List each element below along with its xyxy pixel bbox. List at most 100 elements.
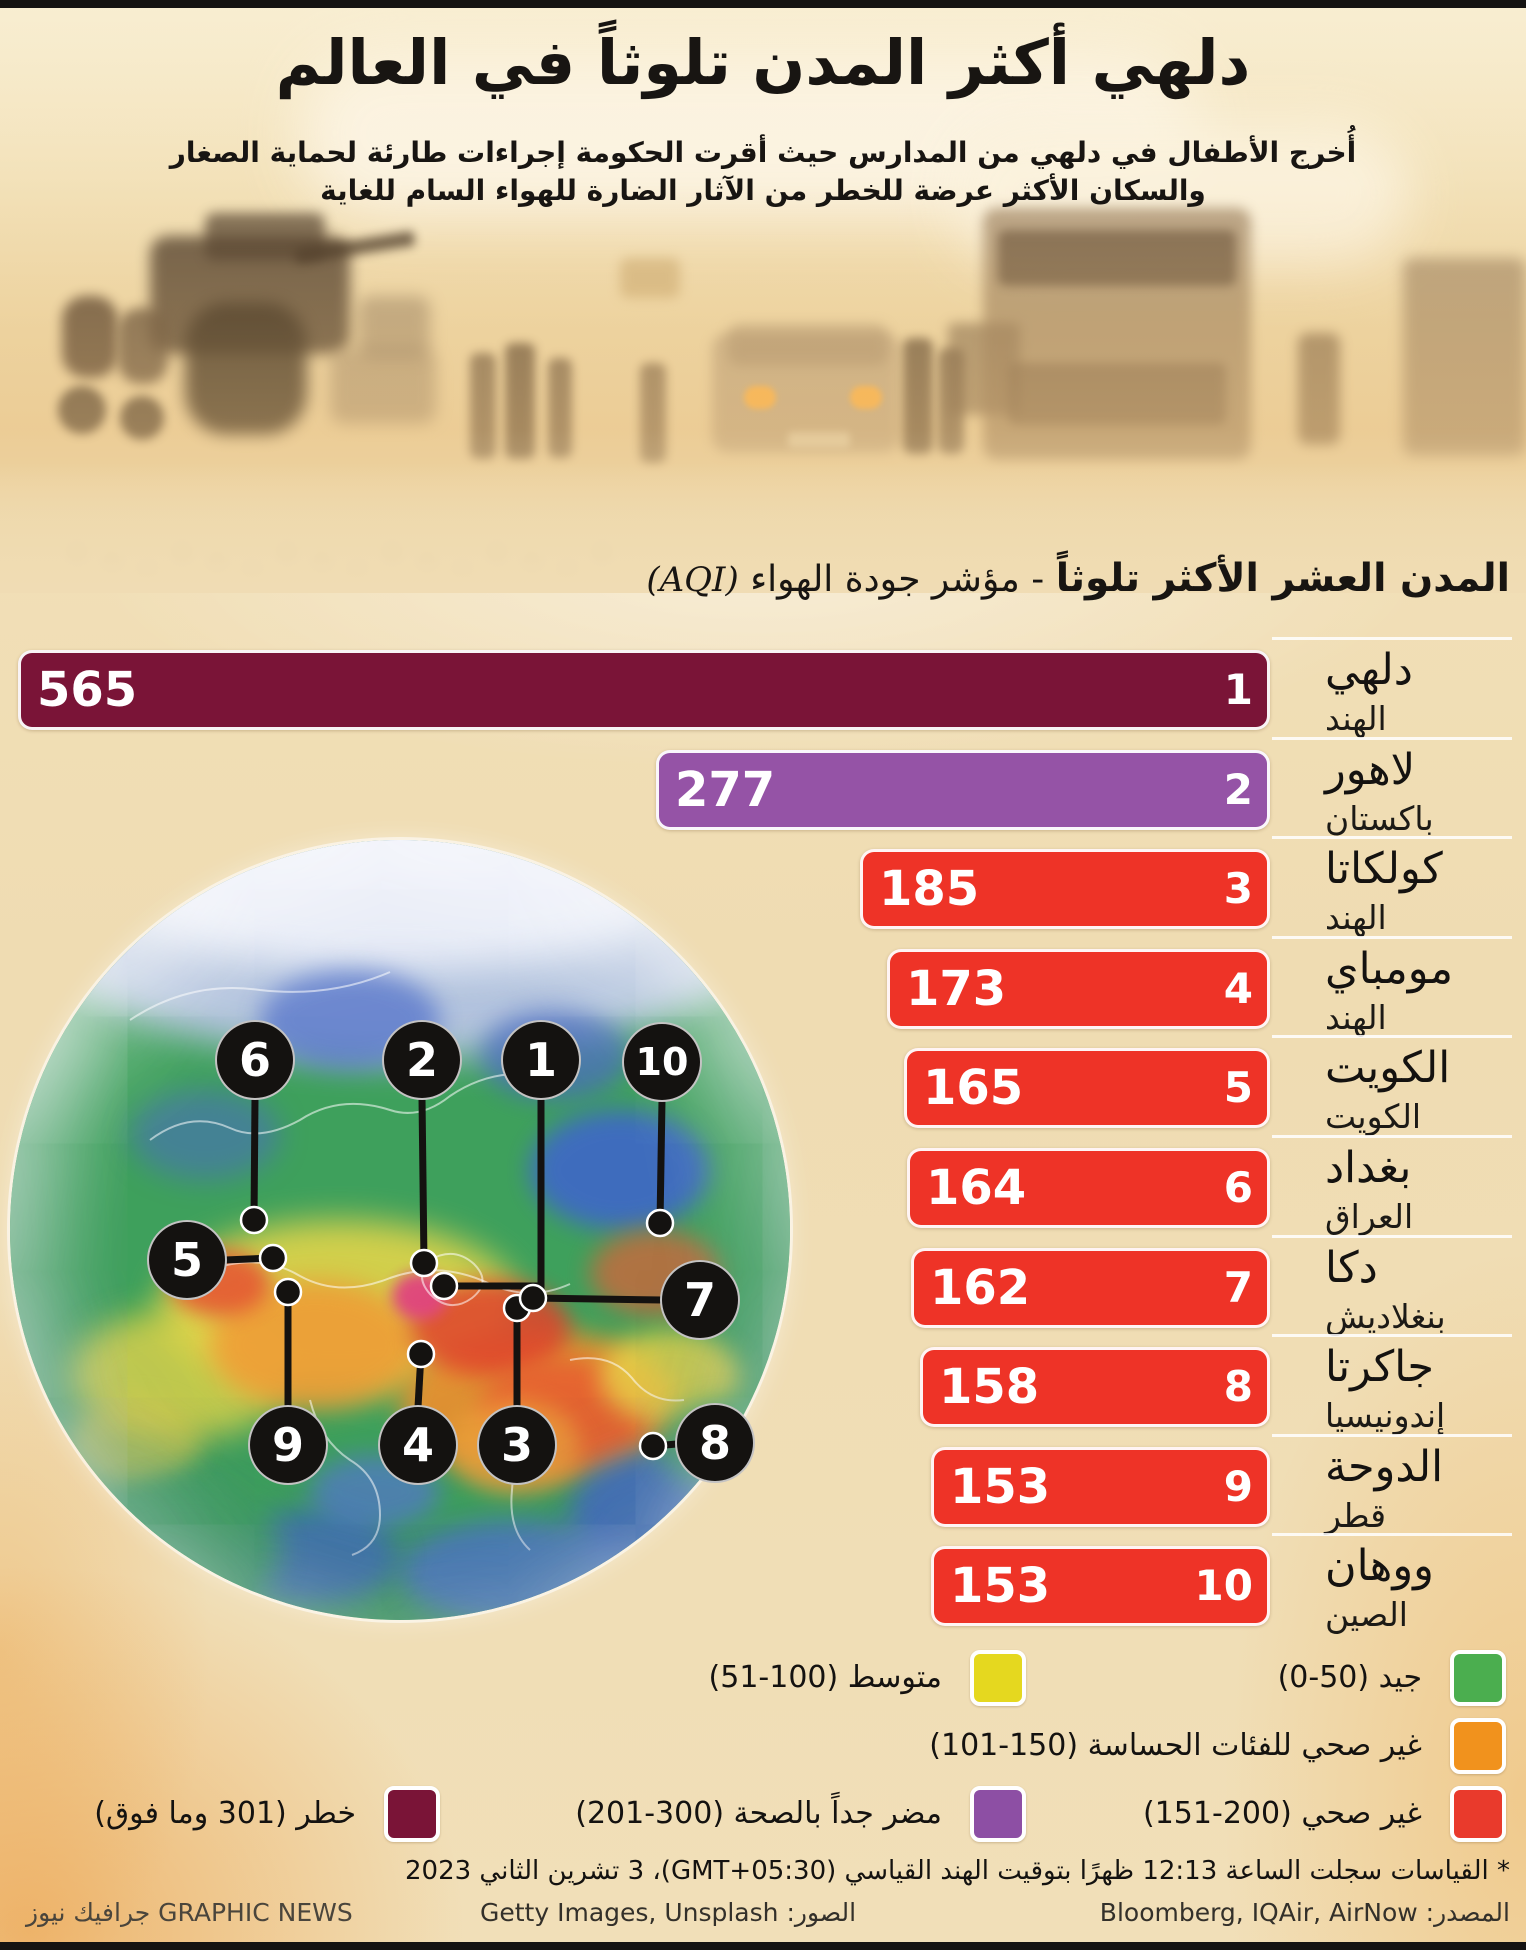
legend-label: غير صحي للفئات الحساسة (150-101): [929, 1728, 1422, 1763]
country-name: قطر: [1325, 1495, 1387, 1535]
row-label: الكويت الكويت: [1325, 1042, 1525, 1140]
country-name: الكويت: [1325, 1097, 1422, 1137]
row-separator: [1272, 1334, 1512, 1338]
country-name: العراق: [1325, 1197, 1414, 1236]
bar-rank: 7: [1223, 1262, 1253, 1312]
globe-shading: [10, 840, 790, 1620]
top-border-band: [0, 0, 1526, 8]
city-name: مومباي: [1325, 943, 1454, 994]
row-label: جاكرتا إندونيسيا: [1325, 1341, 1525, 1439]
legend-swatch: [970, 1650, 1026, 1706]
rank-marker: 1: [501, 1020, 581, 1100]
subtitle-line-1: أُخرج الأطفال في دلهي من المدارس حيث أقر…: [169, 136, 1357, 169]
row-label: ووهان الصين: [1325, 1540, 1525, 1638]
aqi-bar: 153 9: [931, 1446, 1270, 1527]
legend-label: جيد (50-0): [1277, 1660, 1422, 1695]
bar-rank: 10: [1194, 1561, 1253, 1611]
row-separator: [1272, 1533, 1512, 1537]
chart-title-aqi: (AQI): [646, 560, 739, 600]
legend-swatch: [1450, 1786, 1506, 1842]
row-label: كولكاتا الهند: [1325, 843, 1525, 941]
smog-traffic-photo: [0, 8, 1526, 593]
legend-swatch: [1450, 1650, 1506, 1706]
heatmap-blob: [90, 1480, 280, 1620]
legend-swatch: [970, 1786, 1026, 1842]
bar-rank: 8: [1223, 1362, 1253, 1412]
bar-value: 185: [879, 861, 980, 918]
row-label: مومباي الهند: [1325, 943, 1525, 1041]
legend-swatch: [1450, 1718, 1506, 1774]
bar-value: 277: [675, 761, 776, 818]
rank-marker: 10: [622, 1022, 702, 1102]
graphic-news-credit: جرافيك نيوز GRAPHIC NEWS: [26, 1898, 353, 1927]
country-name: إندونيسيا: [1325, 1396, 1446, 1436]
aqi-bar: 277 2: [656, 749, 1270, 830]
heatmap-blob: [400, 1520, 630, 1620]
country-name: الهند: [1325, 898, 1387, 938]
row-separator: [1272, 836, 1512, 840]
bottom-border-band: [0, 1942, 1526, 1950]
bar-rank: 5: [1223, 1063, 1253, 1113]
aqi-bar: 173 4: [887, 948, 1270, 1029]
rank-marker: 9: [248, 1405, 328, 1485]
city-name: الدوحة: [1325, 1441, 1444, 1492]
heatmap-blob: [70, 1400, 200, 1484]
bar-value: 153: [950, 1458, 1051, 1515]
subtitle-line-2: والسكان الأكثر عرضة للخطر من الآثار الضا…: [320, 174, 1206, 207]
country-name: الصين: [1325, 1595, 1408, 1635]
country-name: الهند: [1325, 997, 1387, 1037]
aqi-bar: 165 5: [904, 1048, 1270, 1129]
bar-rank: 2: [1223, 764, 1253, 814]
row-separator: [1272, 1135, 1512, 1138]
legend-label: مضر جداً بالصحة (300-201): [575, 1796, 942, 1831]
city-name: كولكاتا: [1325, 844, 1443, 895]
row-label: لاهور باكستان: [1325, 744, 1525, 842]
aqi-bar: 565 1: [18, 650, 1270, 730]
bar-value: 565: [37, 662, 138, 718]
bar-rank: 1: [1223, 665, 1253, 714]
bar-value: 153: [950, 1558, 1051, 1615]
row-separator: [1272, 1234, 1512, 1238]
country-name: بنغلاديش: [1325, 1296, 1446, 1336]
rank-marker: 8: [675, 1403, 755, 1483]
globe-coastlines: [129, 971, 685, 1556]
country-name: الهند: [1325, 699, 1387, 738]
bar-value: 173: [906, 960, 1007, 1017]
bar-value: 165: [923, 1060, 1024, 1117]
city-name: دلهي: [1325, 645, 1413, 695]
row-separator: [1272, 736, 1512, 740]
bar-rank: 6: [1223, 1163, 1253, 1212]
bar-value: 162: [930, 1259, 1031, 1316]
row-separator: [1272, 935, 1512, 939]
row-separator: [1272, 1035, 1512, 1039]
legend-swatch: [384, 1786, 440, 1842]
city-name: دكا: [1325, 1242, 1378, 1293]
source-credit: المصدر: Bloomberg, IQAir, AirNow: [1099, 1898, 1510, 1927]
photo-bottom-fade: [0, 463, 1526, 593]
chart-title-bold: المدن العشر الأكثر تلوثاً: [1055, 556, 1510, 601]
aqi-bar: 162 7: [911, 1247, 1270, 1328]
measurement-footnote: * القياسات سجلت الساعة 12:13 ظهرًا بتوقي…: [405, 1856, 1510, 1886]
row-separator: [1272, 1433, 1512, 1437]
city-name: لاهور: [1325, 744, 1416, 795]
chart-title-rest: - مؤشر جودة الهواء: [750, 559, 1045, 600]
rank-marker: 7: [660, 1260, 740, 1340]
row-label: دلهي الهند: [1325, 644, 1525, 742]
photo-credit: الصور: Getty Images, Unsplash: [480, 1898, 857, 1927]
city-name: بغداد: [1325, 1143, 1412, 1193]
chart-section-title: المدن العشر الأكثر تلوثاً - مؤشر جودة ال…: [646, 556, 1510, 601]
city-name: جاكرتا: [1325, 1342, 1434, 1393]
aqi-bar: 185 3: [860, 849, 1270, 930]
row-separator: [1272, 637, 1512, 640]
rank-marker: 5: [147, 1220, 227, 1300]
row-label: الدوحة قطر: [1325, 1441, 1525, 1539]
aqi-bar: 164 6: [907, 1148, 1270, 1228]
legend-label: خطر (301 وما فوق): [94, 1796, 356, 1831]
row-label: بغداد العراق: [1325, 1142, 1525, 1240]
rank-marker: 3: [477, 1405, 557, 1485]
bar-value: 164: [926, 1160, 1027, 1216]
legend-label: متوسط (100-51): [708, 1660, 942, 1695]
city-name: ووهان: [1325, 1541, 1434, 1592]
bar-rank: 4: [1223, 963, 1253, 1013]
aqi-world-globe: [10, 840, 790, 1620]
